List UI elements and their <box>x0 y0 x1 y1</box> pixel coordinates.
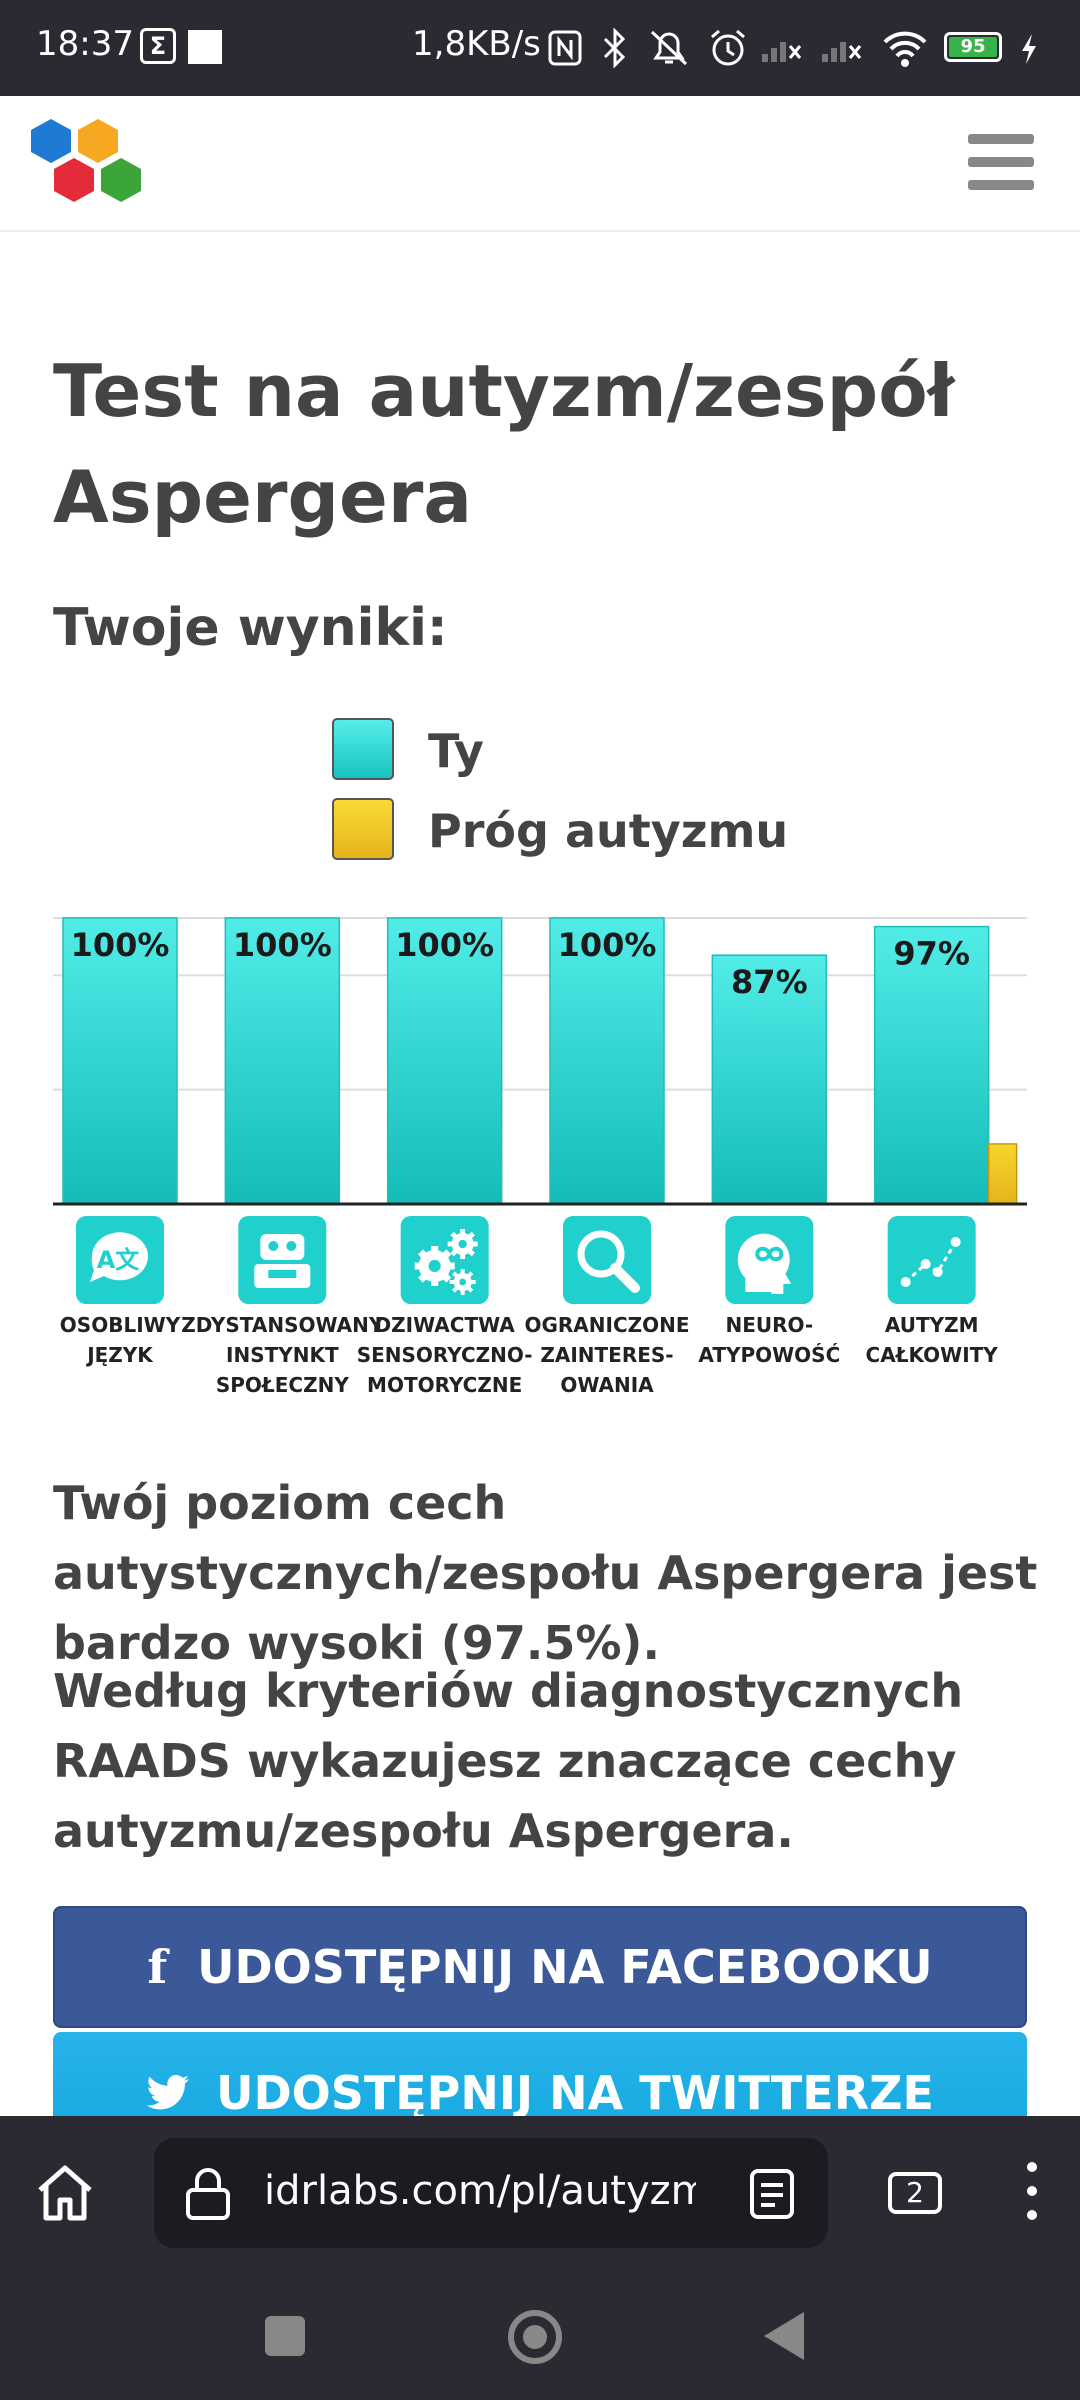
alarm-icon <box>711 29 745 66</box>
scatter-graph-icon-point <box>932 1267 943 1277</box>
recents-button[interactable] <box>265 2316 305 2356</box>
mute-icon <box>650 30 688 66</box>
legend-swatch-you <box>332 718 394 780</box>
gear-tiny-hole <box>459 1278 467 1286</box>
bar <box>386 917 503 1205</box>
category-label: MOTORYCZNE <box>367 1373 522 1397</box>
wifi-icon <box>883 31 927 67</box>
robot-icon-eye <box>286 1241 297 1251</box>
home-nav-button[interactable] <box>508 2310 562 2364</box>
robot-icon-panel <box>268 1270 297 1278</box>
scatter-graph-icon-point <box>950 1237 961 1247</box>
system-nav-bar <box>0 2270 1080 2400</box>
scatter-graph-icon-point <box>900 1277 911 1287</box>
status-bar: 18:37 Σ 1,8KB/s 95 <box>0 0 1080 96</box>
data-label: 97% <box>893 935 970 973</box>
status-time: 18:37 <box>36 24 134 64</box>
brain-infinity-icon-head <box>737 1233 792 1294</box>
site-header <box>0 96 1080 232</box>
back-button[interactable] <box>764 2312 804 2360</box>
data-label: 87% <box>731 963 808 1001</box>
data-label: 100% <box>233 926 332 964</box>
results-heading: Twoje wyniki: <box>53 598 448 658</box>
brain-infinity-icon-symbol <box>755 1246 784 1262</box>
scatter-graph-icon <box>887 1216 976 1304</box>
nfc-icon <box>548 30 582 66</box>
gear-tiny-tooth <box>460 1288 465 1295</box>
category-label: DZIWACTWA <box>375 1313 516 1337</box>
category-label: ZAINTERES- <box>540 1343 673 1367</box>
magnifier-icon-lens <box>577 1230 625 1278</box>
bar <box>224 917 341 1205</box>
bar <box>711 954 828 1205</box>
signal-icon <box>822 42 862 62</box>
twitter-bird-icon <box>146 2075 190 2110</box>
legend-label-threshold: Próg autyzmu <box>428 804 789 858</box>
gear-large-hole <box>428 1259 441 1273</box>
results-bar-chart: 100% A文 OSOBLIWY JĘZYK 100% ZDYSTANSOWANY INST… <box>53 917 1027 1397</box>
category-label: OGRANICZONE <box>524 1313 689 1337</box>
result-summary: Twój poziom cech autystycznych/zespołu A… <box>53 1476 1038 1670</box>
data-label: 100% <box>558 926 657 964</box>
scatter-graph-icon-point <box>920 1259 931 1269</box>
category-label: NEURO- <box>725 1313 813 1337</box>
legend-label-you: Ty <box>428 724 484 778</box>
category-label: OWANIA <box>560 1373 654 1397</box>
share-facebook-label: UDOSTĘPNIJ NA FACEBOOKU <box>197 1940 933 1994</box>
robot-icon-eye <box>268 1241 279 1251</box>
bar <box>549 917 665 1205</box>
data-label: 100% <box>71 926 170 964</box>
category-label: SENSORYCZNO- <box>357 1343 533 1367</box>
charging-icon <box>1022 34 1036 64</box>
hamburger-icon[interactable] <box>968 134 1034 190</box>
legend-swatch-threshold <box>332 798 394 860</box>
more-menu-icon[interactable] <box>1012 2162 1052 2226</box>
battery-icon: 95 <box>944 32 1002 62</box>
criteria-summary: Według kryteriów diagnostycznych RAADS w… <box>53 1664 964 1858</box>
category-label: JĘZYK <box>85 1343 154 1367</box>
home-icon[interactable] <box>32 2160 98 2226</box>
category-label: AUTYZM <box>885 1313 979 1337</box>
category-label: OSOBLIWY <box>60 1313 181 1337</box>
bluetooth-icon <box>603 28 626 68</box>
reader-mode-icon[interactable] <box>748 2168 796 2220</box>
data-label: 100% <box>395 926 494 964</box>
sigma-icon: Σ <box>140 28 176 64</box>
gear-small-hole <box>458 1239 467 1249</box>
facebook-icon: f <box>147 1940 168 1994</box>
tabs-counter-button[interactable]: 2 <box>888 2172 942 2214</box>
browser-toolbar: idrlabs.com/pl/autyzm-z 2 <box>0 2116 1080 2270</box>
url-text: idrlabs.com/pl/autyzm-z <box>264 2168 696 2214</box>
category-label: ATYPOWOŚĆ <box>698 1343 840 1367</box>
signal-icon <box>762 42 802 62</box>
lock-icon <box>186 2168 230 2220</box>
translate-icon-glyph: A文 <box>97 1246 141 1274</box>
share-facebook-button[interactable]: f UDOSTĘPNIJ NA FACEBOOKU <box>53 1906 1027 2028</box>
hexagon-logo[interactable] <box>24 114 154 214</box>
scatter-graph-icon-line <box>904 1241 957 1284</box>
gear-tiny-tooth <box>460 1269 465 1276</box>
category-label: CAŁKOWITY <box>866 1343 999 1367</box>
robot-icon-head <box>260 1234 305 1260</box>
category-label: SPOŁECZNY <box>216 1373 349 1397</box>
bar <box>873 925 990 1205</box>
category-label: ZDYSTANSOWANY <box>181 1313 384 1337</box>
share-twitter-label: UDOSTĘPNIJ NA TWITTERZE <box>216 2066 934 2120</box>
translate-icon-shape <box>90 1232 148 1282</box>
url-bar[interactable]: idrlabs.com/pl/autyzm-z <box>154 2138 828 2248</box>
gear-small-tooth <box>460 1251 466 1259</box>
magnifier-icon-handle <box>610 1263 640 1293</box>
square-icon <box>188 30 222 64</box>
gear-small-tooth <box>460 1229 466 1237</box>
threshold-bar <box>987 1143 1018 1205</box>
page-title: Test na autyzm/zespół Aspergera <box>53 349 955 539</box>
category-label: INSTYNKT <box>226 1343 339 1367</box>
network-speed: 1,8KB/s <box>412 24 541 64</box>
